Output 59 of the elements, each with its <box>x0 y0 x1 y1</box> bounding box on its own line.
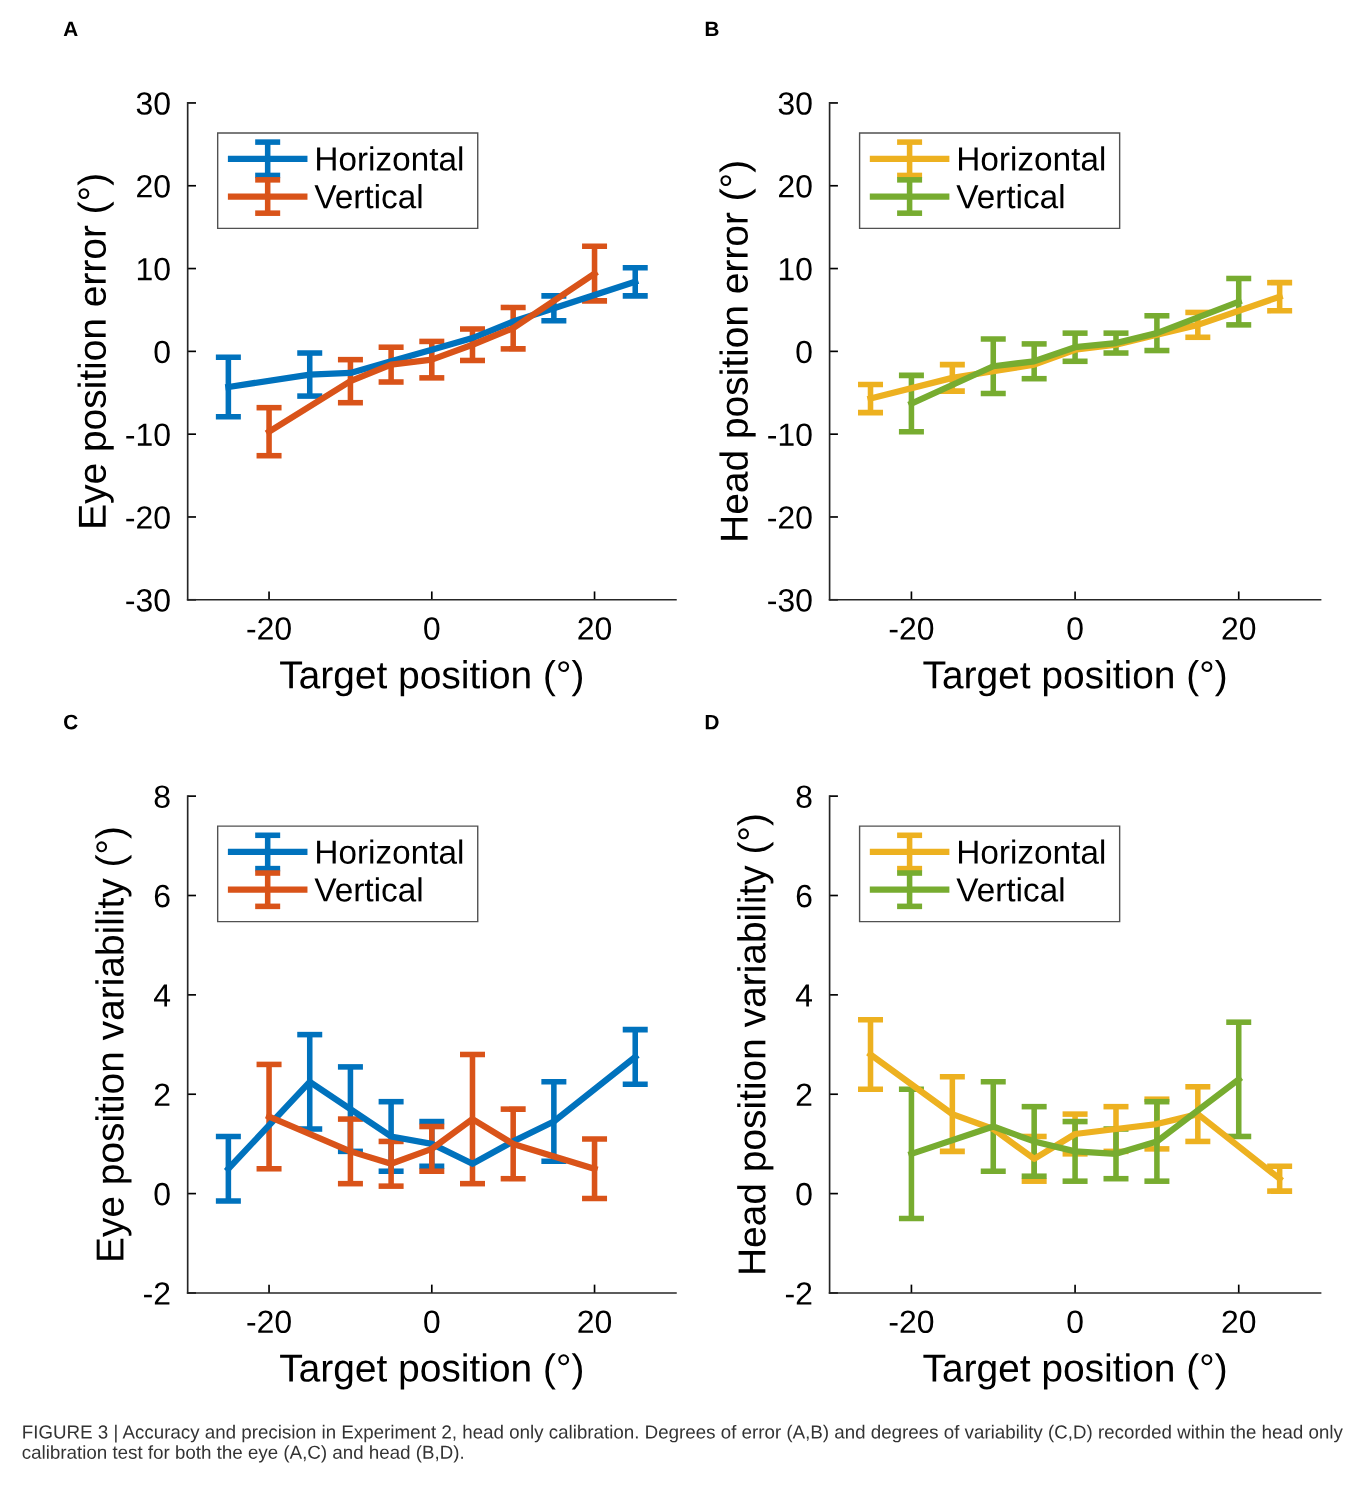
chart-title: B <box>705 21 719 37</box>
x-tick-label: -20 <box>889 617 934 640</box>
y-tick-label: 0 <box>154 1182 170 1206</box>
chart-title: A <box>63 21 78 37</box>
x-tick-label: 0 <box>1067 617 1083 640</box>
y-tick-label: -20 <box>768 506 812 529</box>
y-tick-label: 0 <box>154 340 170 364</box>
x-axis-title: Target position (°) <box>923 1353 1226 1390</box>
chart-title: D <box>705 714 719 730</box>
legend-label: Vertical <box>956 877 1064 902</box>
y-tick-label: 8 <box>796 785 812 809</box>
y-tick-label: 30 <box>136 92 170 115</box>
x-tick-label: 20 <box>578 1310 612 1334</box>
y-tick-label: 2 <box>796 1083 812 1106</box>
y-tick-label: -2 <box>144 1282 170 1305</box>
legend-label: Horizontal <box>317 146 463 171</box>
x-tick-label: 0 <box>1067 1310 1083 1334</box>
x-axis-title: Target position (°) <box>923 660 1226 697</box>
x-tick-label: -20 <box>247 1310 291 1334</box>
y-tick-label: 20 <box>137 175 170 198</box>
y-axis-title: Eye position variability (°) <box>95 828 132 1260</box>
y-tick-label: -30 <box>126 589 170 612</box>
y-tick-label: 30 <box>778 92 812 115</box>
x-tick-label: 20 <box>1222 1310 1256 1334</box>
y-axis-title: Head position variability (°) <box>737 815 774 1273</box>
y-tick-label: -20 <box>126 506 170 529</box>
y-tick-label: 0 <box>796 1182 812 1206</box>
y-tick-label: -2 <box>785 1282 812 1305</box>
y-tick-label: -10 <box>126 423 170 447</box>
legend-label: Vertical <box>956 184 1064 209</box>
y-tick-label: -30 <box>768 589 812 612</box>
x-axis-title: Target position (°) <box>280 660 582 697</box>
y-tick-label: 10 <box>137 257 170 281</box>
y-tick-label: 2 <box>154 1083 170 1106</box>
y-tick-label: 6 <box>796 884 812 908</box>
x-axis-title: Target position (°) <box>280 1353 582 1390</box>
x-tick-label: 0 <box>424 1310 440 1334</box>
y-tick-label: 0 <box>796 340 812 364</box>
y-tick-label: 20 <box>779 175 812 198</box>
y-tick-label: 8 <box>154 785 170 809</box>
y-tick-label: -10 <box>768 423 812 447</box>
x-tick-label: 20 <box>1222 617 1256 640</box>
x-tick-label: -20 <box>247 617 291 640</box>
legend-label: Vertical <box>314 877 422 902</box>
x-tick-label: 0 <box>424 617 440 640</box>
legend-label: Horizontal <box>317 839 463 864</box>
y-tick-label: 4 <box>795 984 812 1007</box>
y-axis-title: Head position error (°) <box>719 162 756 540</box>
x-tick-label: -20 <box>889 1310 934 1334</box>
y-tick-label: 10 <box>779 257 812 281</box>
y-axis-title: Eye position error (°) <box>77 175 114 527</box>
y-tick-label: 4 <box>153 984 171 1007</box>
legend-label: Horizontal <box>959 839 1105 864</box>
legend-label: Horizontal <box>959 146 1105 171</box>
y-tick-label: 6 <box>154 884 170 908</box>
caption: FIGURE 3 | Accuracy and precision in Experiment 2, head only calibration. Degrees of error (A,B) and degrees of variability (C,D) recorded within the head only calibration test for both the eye (A,C) and head (B,D). <box>22 1424 1343 1463</box>
chart-title: C <box>64 714 78 730</box>
legend-label: Vertical <box>314 184 422 209</box>
x-tick-label: 20 <box>578 617 612 640</box>
